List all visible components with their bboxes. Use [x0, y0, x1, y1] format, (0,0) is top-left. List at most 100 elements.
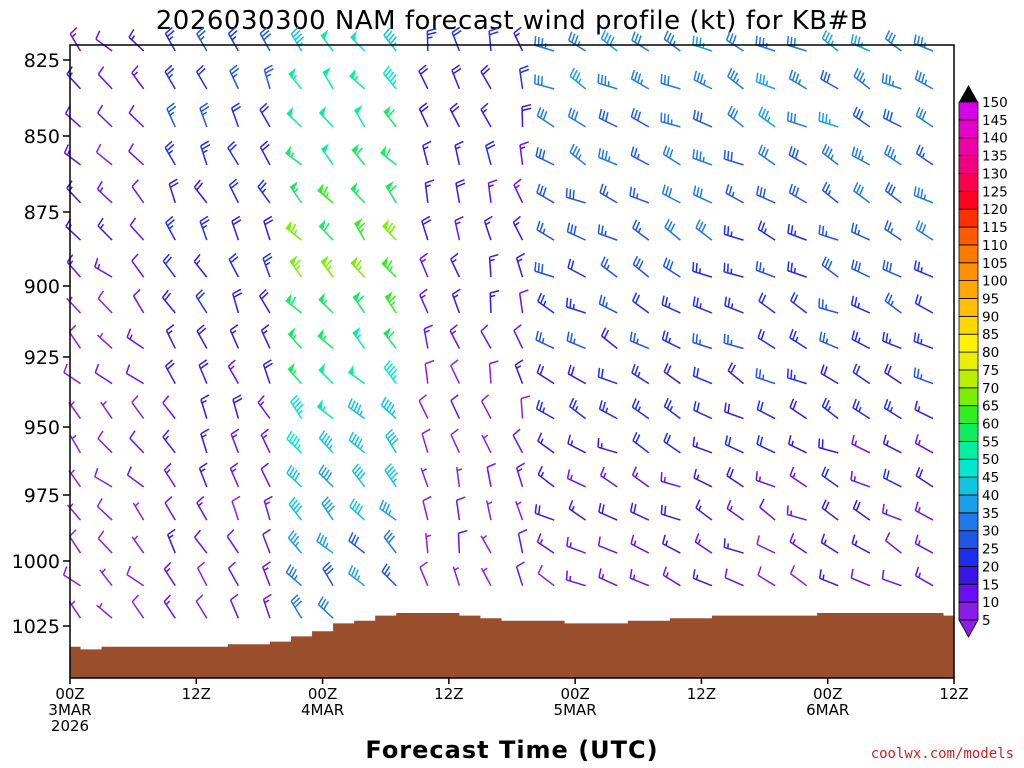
wind-barb — [286, 106, 303, 128]
wind-barb — [289, 181, 303, 204]
wind-barb — [850, 295, 871, 314]
wind-barb — [451, 288, 461, 314]
wind-barb — [63, 363, 81, 385]
wind-barb — [229, 324, 240, 349]
wind-barb — [232, 288, 243, 314]
wind-barb — [450, 359, 461, 384]
wind-barb — [565, 188, 586, 204]
colorbar-label: 10 — [982, 595, 999, 611]
wind-barb — [632, 219, 650, 241]
wind-barb — [755, 35, 776, 52]
colorbar-label: 145 — [982, 113, 1008, 129]
wind-barb — [488, 253, 499, 278]
wind-barb — [884, 144, 902, 166]
wind-barb — [536, 533, 555, 554]
wind-barb — [692, 366, 713, 385]
colorbar-cell — [958, 298, 979, 317]
wind-barb — [630, 107, 650, 128]
colorbar-label: 90 — [982, 309, 999, 325]
wind-barb — [821, 143, 839, 166]
wind-barb — [818, 224, 839, 241]
wind-barb — [723, 262, 744, 278]
wind-barb — [418, 102, 429, 128]
wind-barb — [418, 64, 429, 90]
wind-barb — [198, 359, 209, 384]
wind-barb — [536, 220, 555, 241]
wind-barb — [787, 223, 807, 241]
wind-barb — [820, 533, 839, 554]
x-tick-label: 4MAR — [301, 701, 344, 719]
wind-barb — [692, 333, 713, 350]
colorbar-cell — [958, 173, 979, 192]
wind-barb — [724, 435, 744, 454]
colorbar-cell — [958, 155, 979, 174]
wind-barb — [384, 463, 398, 488]
wind-barb — [483, 215, 493, 241]
wind-barb — [258, 288, 271, 314]
wind-barb — [385, 181, 397, 204]
wind-barb — [419, 288, 429, 314]
wind-barb — [661, 184, 681, 204]
wind-barb — [285, 293, 302, 314]
wind-barb — [94, 258, 113, 278]
wind-barb — [455, 178, 466, 204]
wind-barb — [259, 26, 272, 52]
wind-barb — [662, 566, 681, 587]
wind-barb — [99, 568, 113, 587]
wind-barb — [724, 568, 744, 587]
wind-barb — [318, 292, 334, 314]
wind-barb — [850, 470, 871, 488]
wind-barb — [165, 324, 176, 349]
wind-barb — [786, 111, 807, 128]
wind-barb — [597, 73, 618, 90]
wind-barb — [455, 496, 466, 521]
wind-barb — [318, 363, 334, 385]
wind-barb — [347, 398, 366, 420]
x-tick-label: 12Z — [687, 685, 716, 703]
wind-barb — [68, 324, 82, 349]
wind-barb — [259, 140, 271, 166]
wind-barb — [788, 183, 808, 204]
x-tick-label: 00Z — [55, 685, 84, 703]
wind-barb — [820, 364, 839, 385]
wind-barb — [95, 30, 113, 52]
wind-barb — [534, 35, 555, 52]
wind-barb — [851, 534, 871, 554]
wind-barb — [164, 359, 176, 384]
wind-barb — [131, 594, 145, 619]
wind-barb — [199, 102, 210, 128]
wind-barb — [229, 64, 240, 90]
wind-barb — [534, 261, 555, 278]
wind-barb — [383, 529, 397, 554]
wind-barb — [164, 26, 176, 52]
x-tick-label: 00Z — [308, 685, 337, 703]
wind-barb — [286, 430, 303, 454]
wind-barb — [128, 104, 145, 128]
wind-barb — [513, 26, 524, 52]
wind-barb — [884, 363, 902, 385]
wind-barb — [914, 566, 934, 587]
wind-barb — [630, 146, 650, 166]
wind-barb — [692, 262, 713, 278]
wind-barb — [94, 467, 113, 488]
wind-barb — [660, 504, 681, 521]
wind-barb — [851, 146, 871, 166]
wind-barb — [913, 186, 934, 204]
wind-barb — [454, 140, 464, 166]
wind-barb — [194, 529, 208, 554]
wind-barb — [480, 394, 492, 419]
wind-barb — [913, 260, 934, 278]
wind-barb — [381, 219, 397, 241]
wind-barb — [382, 65, 397, 90]
wind-barb — [285, 564, 303, 587]
wind-barb — [514, 359, 524, 384]
wind-barb — [756, 535, 776, 554]
wind-barb — [163, 561, 176, 587]
wind-barb — [65, 218, 82, 241]
wind-barb — [629, 186, 650, 204]
wind-barb — [66, 66, 82, 90]
wind-barb — [126, 328, 145, 350]
wind-barb — [163, 594, 176, 619]
wind-barb — [129, 430, 145, 454]
wind-barb — [512, 215, 524, 241]
